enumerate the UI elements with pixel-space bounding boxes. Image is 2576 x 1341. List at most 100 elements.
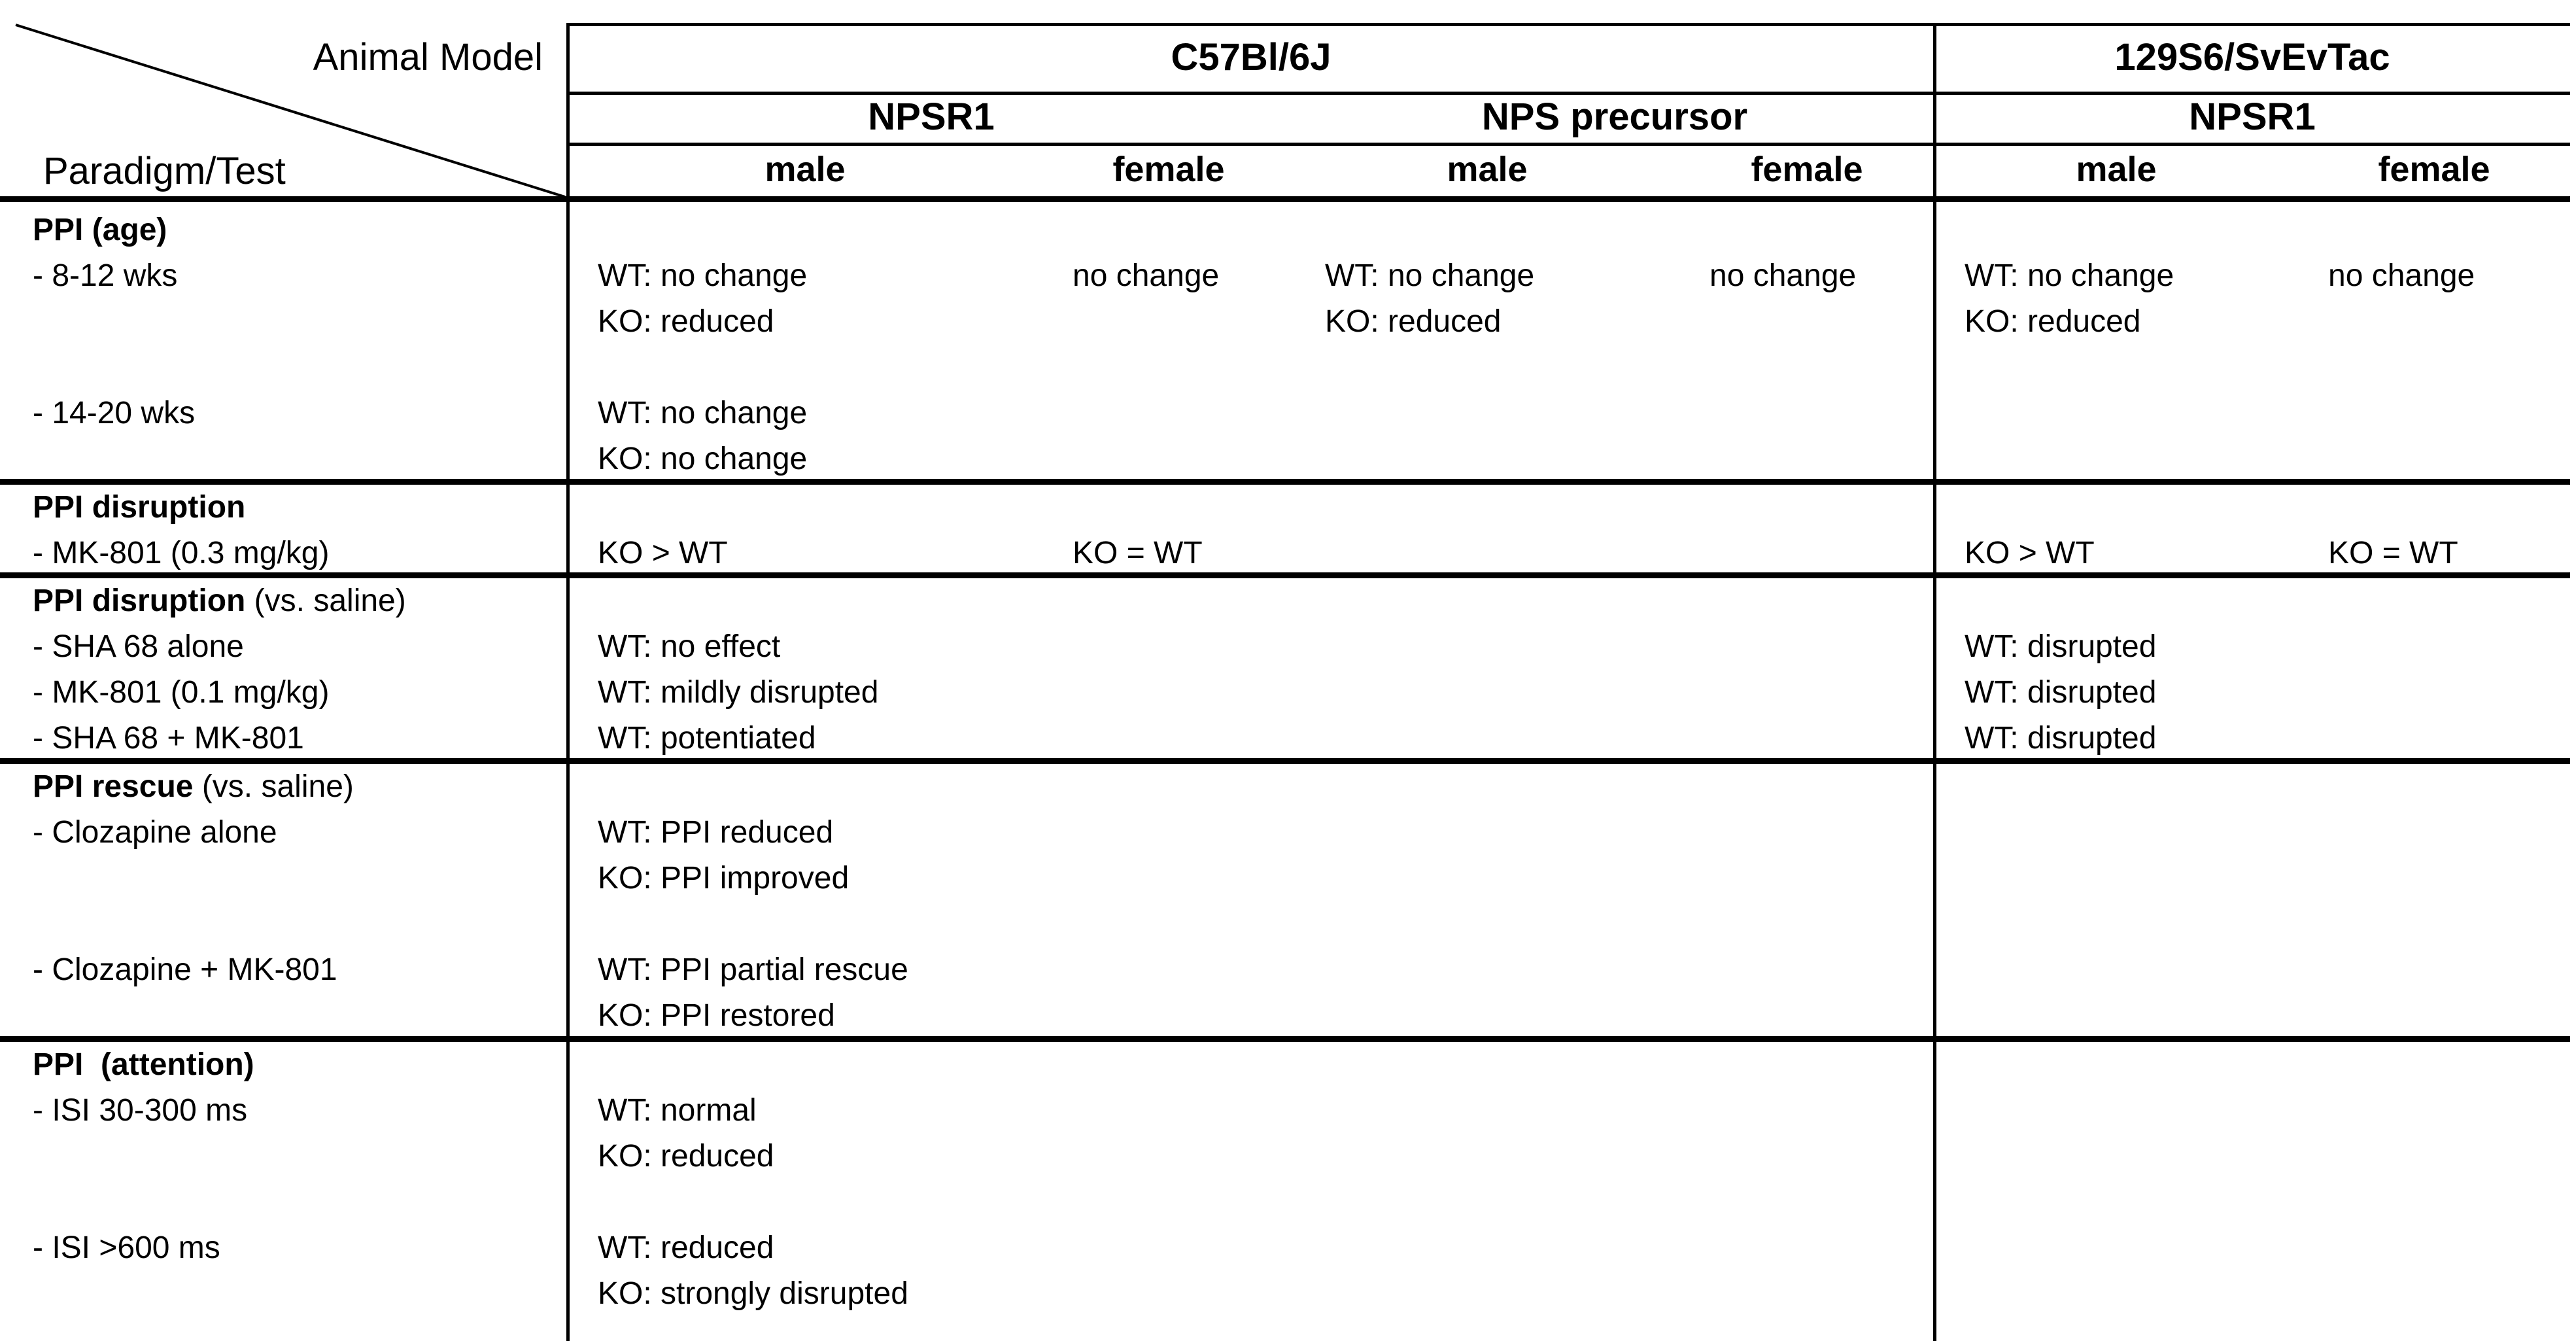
table-line [2328,1179,2576,1225]
table-line [1709,764,1934,810]
cell-c57-nps-male [1295,578,1679,761]
section-ppi-disruption-saline: PPI disruption (vs. saline) - SHA 68 alo… [0,578,2576,758]
cell-c57-npsr1-male: KO > WT [568,485,1042,576]
strain-header-c57bl6j: C57Bl/6J [1171,36,1331,78]
table-line: WT: mildly disrupted [598,675,879,710]
table-line [33,901,568,947]
table-line: WT: disrupted [1965,721,2157,756]
table-line: - Clozapine alone [33,815,277,850]
table-line [1325,764,1679,810]
cell-c57-npsr1-female [1042,764,1295,1039]
table-line [2328,810,2576,856]
table-line [2328,993,2576,1039]
rule-vertical-strains [1933,23,1936,1341]
table-line [598,901,1042,947]
table-line [33,436,568,482]
cell-129s6-male: WT: disrupted WT: disrupted WT: disrupted [1934,578,2298,761]
table-line [1325,810,1679,856]
table-line [1325,856,1679,901]
table-line: KO = WT [2328,536,2458,570]
table-line [33,1179,568,1225]
table-line: WT: no change [1965,258,2174,293]
table-line [1073,485,1295,531]
table-line: KO > WT [1965,536,2095,570]
section-title: PPI rescue (vs. saline) [33,769,354,804]
table-line [1325,670,1679,716]
cell-129s6-male: KO > WT [1934,485,2298,576]
table-line [1709,485,1934,531]
table-line: no change [2328,258,2475,293]
corner-label-paradigm-test: Paradigm/Test [43,150,286,192]
rule-vertical-stub [566,23,570,1341]
table-line [1709,856,1934,901]
cell-c57-npsr1-male: WT: no effect WT: mildly disrupted WT: pot… [568,578,1042,761]
section-title: PPI (attention) [33,1047,254,1082]
cell-129s6-male [1934,764,2298,1039]
table-line [1073,947,1295,993]
section-title: PPI disruption (vs. saline) [33,583,406,618]
table-line [2328,670,2576,716]
table-line [1709,810,1934,856]
table-line [1073,856,1295,901]
table-line [1325,1042,1679,1088]
sex-header-c57-npsr1-female: female [1112,150,1225,189]
rule-under-genes [566,143,2570,146]
rule-under-header [0,196,2570,202]
table-line [1073,299,1295,345]
cell-c57-nps-male [1295,485,1679,576]
table-line: WT: potentiated [598,721,816,756]
table-line [1709,391,1934,436]
table-line: WT: disrupted [1965,675,2157,710]
table-line [1965,901,2298,947]
table-line: KO: PPI restored [598,998,835,1033]
table-line: KO: no change [598,442,808,476]
table-line [1709,947,1934,993]
table-line: WT: no change [598,396,808,430]
cell-stub: PPI disruption (vs. saline) - SHA 68 alo… [0,578,568,761]
gene-header-c57-npsr1: NPSR1 [868,96,995,138]
cell-c57-nps-male [1295,764,1679,1039]
table-line [1965,947,2298,993]
table-line [33,299,568,345]
table-line [1965,1225,2298,1271]
table-line [1709,345,1934,391]
table-line [598,485,1042,531]
table-line [1325,436,1679,482]
table-line: - ISI >600 ms [33,1230,220,1265]
rule-after-ppi-age [0,479,2570,485]
table-line: WT: no change [1325,258,1535,293]
sex-header-c57-npsr1-male: male [764,150,846,189]
cell-129s6-female: no change [2298,207,2576,482]
table-line [1965,856,2298,901]
table-line [1965,1088,2298,1134]
rule-after-ppi-disruption [0,572,2570,578]
table-line [1325,1271,1679,1317]
gene-header-c57-nps-precursor: NPS precursor [1481,96,1748,138]
cell-129s6-female [2298,578,2576,761]
section-ppi-rescue: PPI rescue (vs. saline) - Clozapine alon… [0,764,2576,1036]
cell-stub: PPI rescue (vs. saline) - Clozapine alon… [0,764,568,1039]
section-ppi-attention: PPI (attention) - ISI 30-300 ms - ISI >60… [0,1042,2576,1341]
row-labels: - SHA 68 alone - MK-801 (0.1 mg/kg) - SHA … [33,624,568,761]
table-line [1073,716,1295,761]
table-line [1325,1179,1679,1225]
table-line: WT: PPI reduced [598,815,834,850]
table-line [2328,485,2576,531]
cell-c57-npsr1-female: KO = WT [1042,485,1295,576]
table-line [1073,345,1295,391]
table-line [1325,993,1679,1039]
table-line [1073,993,1295,1039]
cell-c57-nps-female [1679,1042,1934,1317]
table-line [2328,578,2576,624]
table-line [1709,436,1934,482]
table-line: KO: reduced [598,1139,774,1174]
row-labels: - 8-12 wks - 14-20 wks [33,253,568,482]
rule-top [566,23,2570,26]
table-line: - ISI 30-300 ms [33,1093,248,1128]
cell-c57-npsr1-male: WT: PPI reduced KO: PPI improved WT: PPI p… [568,764,1042,1039]
row-labels: - MK-801 (0.3 mg/kg) [33,531,568,576]
table-line [2328,764,2576,810]
table-line [1073,1042,1295,1088]
table-line: - MK-801 (0.1 mg/kg) [33,675,330,710]
cell-stub: PPI disruption - MK-801 (0.3 mg/kg) [0,485,568,576]
